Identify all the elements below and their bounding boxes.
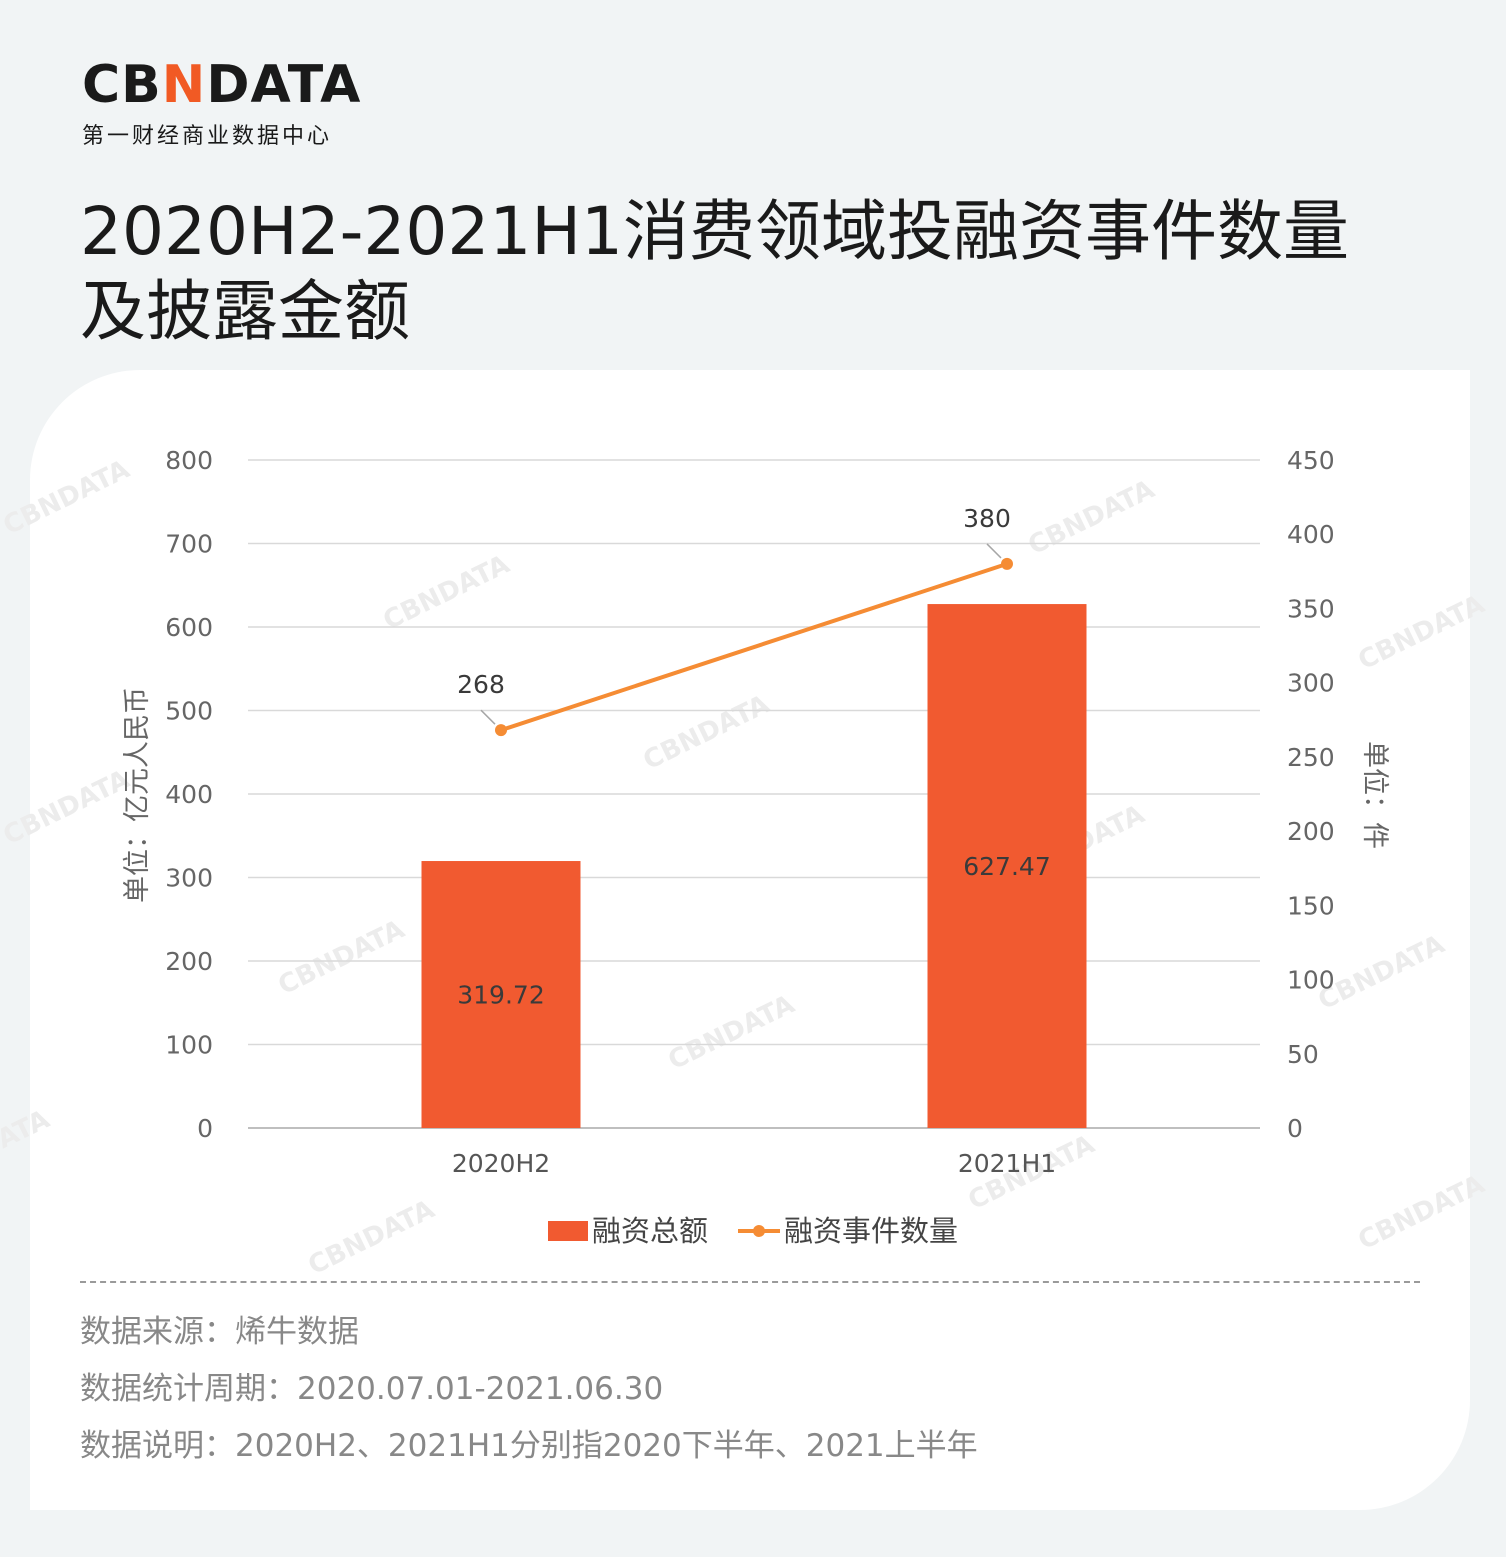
right-tick-label: 50: [1287, 1040, 1319, 1069]
left-tick-label: 700: [165, 530, 213, 559]
right-tick-label: 150: [1287, 891, 1335, 920]
watermark-text: CBNDATA: [1024, 474, 1160, 561]
legend-label-bar: 融资总额: [592, 1214, 708, 1248]
watermark-text: CBNDATA: [1354, 1169, 1490, 1256]
watermark-text: CBNDATA: [0, 1104, 54, 1191]
legend: 融资总额 融资事件数量: [548, 1214, 958, 1248]
bar-value-label: 319.72: [457, 981, 544, 1010]
right-tick-label: 300: [1287, 669, 1335, 698]
bar-value-label: 627.47: [963, 852, 1050, 881]
watermark-text: CBNDATA: [639, 689, 775, 776]
data-source: 数据来源：烯牛数据: [80, 1308, 978, 1365]
right-tick-label: 250: [1287, 743, 1335, 772]
footer-divider: [80, 1281, 1420, 1283]
data-label-leader: [481, 710, 495, 724]
left-tick-label: 600: [165, 613, 213, 642]
left-tick-label: 400: [165, 780, 213, 809]
left-axis-label: 单位：亿元人民币: [122, 687, 153, 903]
line-value-label: 268: [457, 670, 505, 699]
data-description: 数据说明：2020H2、2021H1分别指2020下半年、2021上半年: [80, 1422, 978, 1479]
left-axis-ticks: 0 100 200 300 400 500 600 700 800: [165, 446, 213, 1143]
left-tick-label: 0: [197, 1114, 213, 1143]
legend-swatch-bar: [548, 1221, 588, 1241]
left-tick-label: 300: [165, 864, 213, 893]
right-tick-label: 350: [1287, 594, 1335, 623]
line-point: [1001, 558, 1013, 570]
line-point: [495, 724, 507, 736]
x-category-label: 2021H1: [958, 1149, 1056, 1178]
legend-label-line: 融资事件数量: [784, 1214, 958, 1248]
left-tick-label: 100: [165, 1031, 213, 1060]
watermark-text: CBNDATA: [664, 989, 800, 1076]
watermark-text: CBNDATA: [0, 454, 134, 541]
right-axis-ticks: 0 50 100 150 200 250 300 350 400 450: [1287, 446, 1335, 1143]
x-category-label: 2020H2: [452, 1149, 550, 1178]
line-value-label: 380: [963, 504, 1011, 533]
watermark-text: CBNDATA: [0, 764, 134, 851]
left-tick-label: 200: [165, 947, 213, 976]
right-tick-label: 0: [1287, 1114, 1303, 1143]
left-tick-label: 500: [165, 697, 213, 726]
legend-swatch-marker: [753, 1225, 765, 1237]
bar-series: 319.72 627.47: [422, 604, 1087, 1128]
right-axis-label: 单位：件: [1359, 741, 1390, 849]
data-label-leader: [987, 544, 1001, 558]
x-axis-categories: 2020H2 2021H1: [452, 1149, 1056, 1178]
footer-notes: 数据来源：烯牛数据 数据统计周期：2020.07.01-2021.06.30 数…: [80, 1308, 978, 1479]
watermark-text: CBNDATA: [274, 914, 410, 1001]
right-tick-label: 400: [1287, 520, 1335, 549]
data-period: 数据统计周期：2020.07.01-2021.06.30: [80, 1365, 978, 1422]
watermark-text: CBNDATA: [379, 549, 515, 636]
watermark-text: CBNDATA: [1354, 589, 1490, 676]
left-tick-label: 800: [165, 446, 213, 475]
watermark-text: CBNDATA: [304, 1194, 440, 1281]
right-tick-label: 450: [1287, 446, 1335, 475]
right-tick-label: 100: [1287, 966, 1335, 995]
watermarks: CBNDATA CBNDATA CBNDATA CBNDATA CBNDATA CBNDA…: [0, 454, 1489, 1281]
right-tick-label: 200: [1287, 817, 1335, 846]
